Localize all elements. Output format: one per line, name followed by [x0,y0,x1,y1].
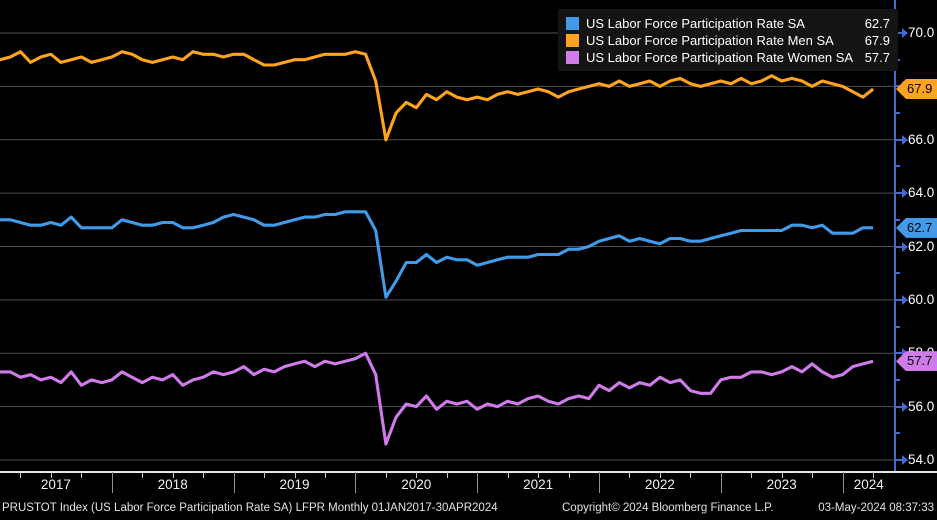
status-bar: PRUSTOT Index (US Labor Force Participat… [0,499,937,518]
x-minor-tick [659,472,661,478]
y-minor-tick [895,165,900,168]
x-axis-line [0,471,937,473]
last-value-badge-1: 67.9 [896,79,937,100]
y-axis-label: 70.0 [908,25,935,40]
legend-value: 67.9 [864,32,890,48]
y-major-tick [895,32,903,34]
x-minor-tick [812,472,814,478]
y-major-tick [895,298,903,301]
x-minor-tick [690,472,692,478]
legend-value: 62.7 [864,15,890,31]
x-axis-year-label: 2024 [853,477,884,492]
legend-label: US Labor Force Participation Rate Women … [586,49,854,65]
year-separator [599,472,600,493]
bottom-divider [0,520,937,522]
y-tick-arrow-icon [902,134,908,145]
year-separator [233,472,235,493]
timestamp: 03-May-2024 08:37:33 [818,502,934,514]
legend-swatch-women-icon [566,50,579,64]
last-value-badge-0: 62.7 [896,217,937,238]
x-minor-tick [568,472,570,478]
y-major-tick [895,405,903,408]
y-tick-arrow-icon [902,401,908,412]
y-axis-label: 60.0 [908,291,935,307]
year-separator [842,472,844,493]
x-axis-year-label: 2021 [523,477,554,492]
x-minor-tick [81,472,83,478]
y-major-tick [895,459,903,461]
x-axis-band: 2017 2018 2019 2020 2021 2022 2023 2024 [0,471,937,498]
right-y-axis-line [894,0,896,471]
x-minor-tick [142,472,144,478]
y-axis-label: 66.0 [908,131,935,147]
x-axis-year-label: 2019 [279,477,310,492]
legend-label: US Labor Force Participation Rate Men SA [586,32,834,48]
legend-swatch-men-icon [566,33,579,47]
legend-item-men[interactable]: US Labor Force Participation Rate Men SA… [566,32,890,48]
legend-label: US Labor Force Participation Rate SA [586,15,805,31]
y-minor-tick [895,378,900,381]
legend-value: 57.7 [864,49,890,65]
x-minor-tick [446,472,448,478]
x-axis-year-label: 2018 [157,477,188,492]
legend-item-total[interactable]: US Labor Force Participation Rate SA 62.… [566,15,890,31]
y-axis-label: 56.0 [908,398,935,414]
y-minor-tick [895,432,900,435]
y-minor-tick [895,112,900,115]
x-axis-year-label: 2022 [644,477,675,492]
copyright-text: Copyright© 2024 Bloomberg Finance L.P. [562,502,774,514]
y-major-tick [895,138,903,141]
y-minor-tick [895,272,900,275]
x-axis-year-label: 2020 [401,477,432,492]
y-tick-arrow-icon [902,28,908,38]
year-separator [720,472,722,493]
year-separator [477,472,479,493]
x-minor-tick [203,472,205,478]
x-minor-tick [294,472,296,478]
y-axis-label: 54.0 [908,452,935,467]
year-separator [111,472,113,493]
y-axis-label: 62.0 [908,238,935,254]
y-major-tick [895,192,903,195]
x-minor-tick [50,472,52,478]
y-minor-tick [895,218,900,221]
year-separator [355,472,357,493]
y-tick-arrow-icon [902,241,908,252]
y-major-tick [895,245,903,248]
last-value-badge-2: 57.7 [896,351,937,372]
x-minor-tick [385,472,387,478]
chart-plot-area[interactable] [0,0,937,471]
series-line-0[interactable] [0,210,874,299]
y-tick-arrow-icon [902,188,908,199]
series-line-2[interactable] [0,351,874,446]
x-minor-tick [781,472,783,478]
x-minor-tick [751,472,753,478]
y-tick-arrow-icon [902,294,908,305]
legend-item-women[interactable]: US Labor Force Participation Rate Women … [566,49,890,65]
x-minor-tick [629,472,631,478]
y-axis-label: 64.0 [908,185,935,201]
x-minor-tick [20,472,22,478]
x-minor-tick [507,472,509,478]
y-major-tick [895,352,903,355]
x-minor-tick [873,472,875,478]
x-minor-tick [264,472,266,478]
legend-swatch-total-icon [566,16,579,30]
security-description: PRUSTOT Index (US Labor Force Participat… [2,502,498,514]
legend: US Labor Force Participation Rate SA 62.… [558,9,898,71]
series-line-1[interactable] [0,50,875,142]
x-axis-year-label: 2023 [766,477,797,492]
x-minor-tick [416,472,418,478]
x-minor-tick [324,472,326,478]
y-minor-tick [895,325,900,328]
x-minor-tick [538,472,540,478]
y-tick-arrow-icon [902,455,908,465]
x-minor-tick [172,472,174,478]
x-axis-year-label: 2017 [40,477,71,492]
